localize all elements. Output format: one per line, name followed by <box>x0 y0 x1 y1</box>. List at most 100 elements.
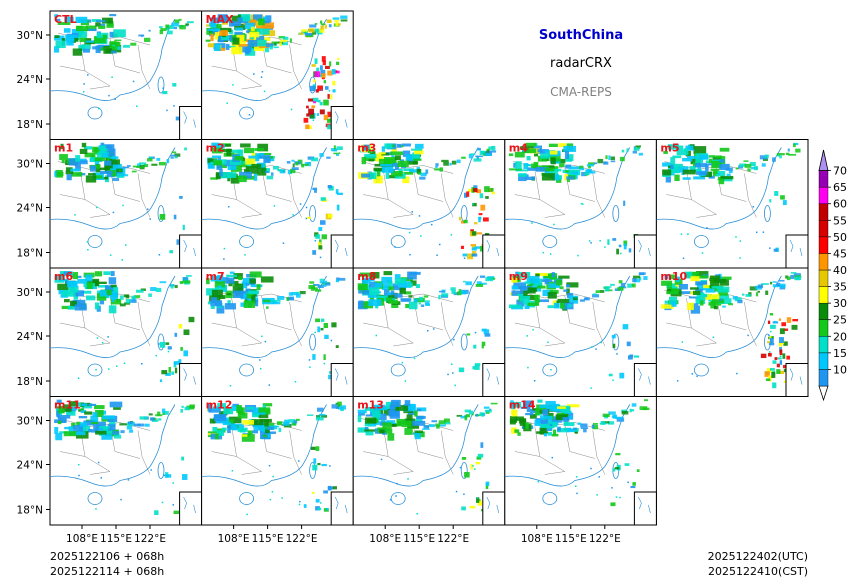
echo-cell <box>425 303 431 306</box>
axis-ticks: 30°N24°N18°N30°N24°N18°N30°N24°N18°N30°N… <box>17 30 621 545</box>
echo-cell <box>329 61 332 67</box>
echo-cell <box>686 155 697 159</box>
echo-cell <box>359 272 372 277</box>
echo-cell <box>171 22 179 27</box>
echo-cell <box>249 271 262 278</box>
echo-cell <box>216 165 223 170</box>
echo-cell <box>256 35 265 41</box>
echo-cell <box>244 254 246 256</box>
echo-cell <box>610 156 615 161</box>
echo-cell <box>320 328 324 331</box>
echo-cell <box>314 23 318 25</box>
echo-cell <box>84 40 95 43</box>
echo-cell <box>327 184 332 189</box>
echo-cell <box>777 357 782 360</box>
echo-cell <box>549 289 559 294</box>
echo-cell <box>681 341 684 343</box>
echo-cell <box>389 175 398 179</box>
hainan-island <box>390 235 406 248</box>
echo-cell <box>158 161 166 166</box>
echo-cell <box>402 176 410 184</box>
echo-cell <box>101 17 113 24</box>
echo-cell <box>462 253 468 257</box>
echo-cell <box>294 380 297 383</box>
echo-cell <box>126 165 131 167</box>
echo-cell <box>722 305 726 308</box>
echo-cell <box>472 366 476 370</box>
coastline <box>201 18 327 101</box>
echo-cell <box>764 371 770 377</box>
echo-cell <box>300 163 309 166</box>
echo-cell <box>151 420 159 422</box>
echo-cell <box>287 169 292 175</box>
echo-cell <box>392 162 400 167</box>
echo-cell <box>227 300 231 306</box>
echo-cell <box>768 351 771 353</box>
echo-cell <box>96 32 109 39</box>
panel-label: MAX <box>206 13 234 26</box>
echo-cell <box>332 80 336 86</box>
echo-cell <box>357 283 368 291</box>
echo-cell <box>364 427 369 430</box>
echo-cell <box>230 165 242 172</box>
echo-cell <box>616 417 625 422</box>
echo-cell <box>205 39 211 42</box>
echo-cell <box>566 284 571 288</box>
colorbar-bin <box>818 220 829 238</box>
lon-tick-label: 115°E <box>100 533 132 545</box>
echo-cell <box>271 301 278 304</box>
echo-cell <box>321 234 327 240</box>
echo-cell <box>173 361 180 365</box>
echo-cell <box>599 240 601 242</box>
echo-cell <box>231 470 234 472</box>
echo-cell <box>313 101 317 104</box>
hainan-island <box>390 492 406 505</box>
echo-cell <box>223 258 225 260</box>
colorbar-bin <box>818 319 829 337</box>
echo-cell <box>100 142 105 147</box>
echo-cell <box>159 29 164 35</box>
echo-cell <box>534 153 539 157</box>
echo-cell <box>115 365 118 368</box>
echo-cell <box>140 288 146 291</box>
echo-cell <box>270 172 274 176</box>
echo-cell <box>793 142 799 146</box>
echo-cell <box>362 289 370 295</box>
echo-cell <box>312 97 319 103</box>
echo-cell <box>126 426 133 430</box>
province-borders <box>361 289 454 347</box>
echo-cell <box>621 286 627 289</box>
echo-cell <box>214 286 227 291</box>
echo-cell <box>94 147 104 155</box>
echo-cell <box>331 69 336 75</box>
echo-cell <box>620 282 626 288</box>
echo-cell <box>80 409 87 413</box>
echo-cell <box>557 298 570 303</box>
echo-cell <box>288 292 293 296</box>
echo-cell <box>682 157 693 162</box>
echo-cell <box>220 35 230 40</box>
echo-cell <box>779 355 782 358</box>
echo-cell <box>337 57 340 60</box>
echo-cell <box>490 402 498 405</box>
echo-cell <box>181 405 184 408</box>
echo-cell <box>616 248 620 255</box>
echo-cell <box>474 365 480 370</box>
echo-cell <box>210 33 214 42</box>
echo-cell <box>279 169 286 174</box>
echo-cell <box>320 25 324 30</box>
echo-cell <box>397 160 409 168</box>
echo-cell <box>774 191 779 196</box>
echo-cell <box>119 295 124 300</box>
echo-cell <box>526 406 531 413</box>
echo-cell <box>451 289 456 294</box>
echo-cell <box>779 337 784 344</box>
echo-cell <box>576 492 578 495</box>
echo-cell <box>365 414 372 417</box>
echo-cell <box>461 506 466 511</box>
echo-cell <box>98 426 110 429</box>
echo-cell <box>768 342 775 346</box>
echo-cell <box>773 248 778 252</box>
echo-cell <box>78 415 88 419</box>
panel-m1: m1 <box>49 139 203 269</box>
